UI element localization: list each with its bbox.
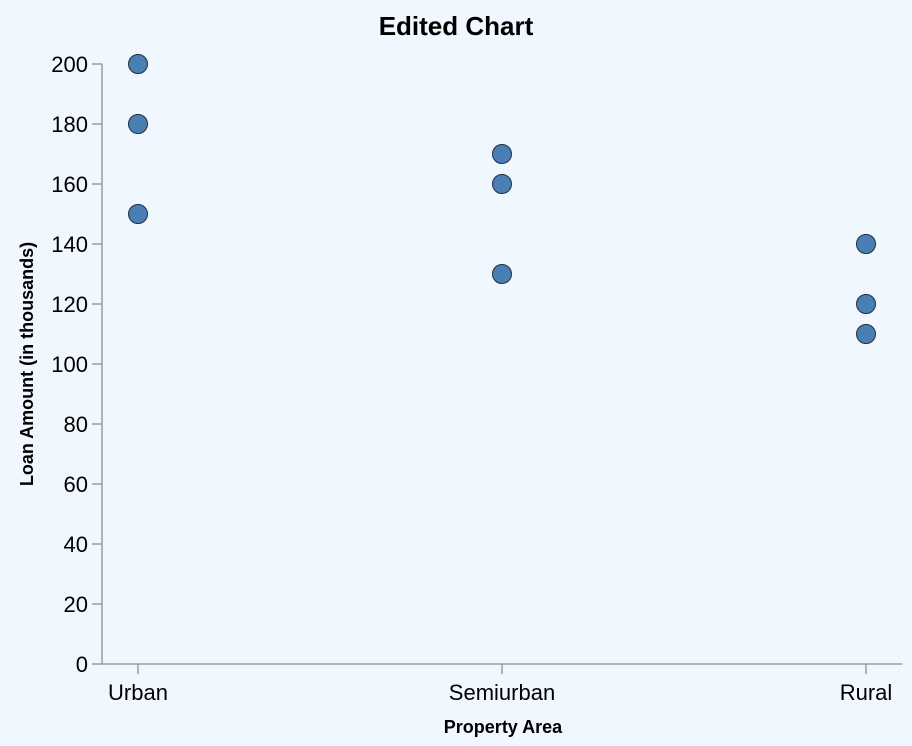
data-point (492, 144, 512, 164)
data-point (128, 54, 148, 74)
y-tick-label: 80 (64, 412, 88, 437)
y-axis: 0 20 40 60 80 100 120 140 160 180 200 (51, 52, 103, 677)
data-point (128, 114, 148, 134)
x-axis-title: Property Area (444, 717, 563, 737)
y-tick-label: 120 (51, 292, 88, 317)
data-point (856, 234, 876, 254)
y-tick-label: 160 (51, 172, 88, 197)
y-axis-title: Loan Amount (in thousands) (17, 242, 37, 486)
data-point (492, 174, 512, 194)
y-tick-label: 60 (64, 472, 88, 497)
y-tick-label: 180 (51, 112, 88, 137)
data-point (856, 294, 876, 314)
y-tick-label: 20 (64, 592, 88, 617)
x-axis: Urban Semiurban Rural (102, 663, 902, 705)
data-point (128, 204, 148, 224)
y-tick-label: 200 (51, 52, 88, 77)
x-tick-label: Rural (840, 680, 893, 705)
data-point (492, 264, 512, 284)
y-tick-label: 100 (51, 352, 88, 377)
chart-title: Edited Chart (379, 11, 534, 41)
data-point (856, 324, 876, 344)
y-tick-label: 140 (51, 232, 88, 257)
y-tick-label: 40 (64, 532, 88, 557)
x-tick-label: Urban (108, 680, 168, 705)
y-tick-label: 0 (76, 652, 88, 677)
x-tick-label: Semiurban (449, 680, 555, 705)
data-points (128, 54, 876, 344)
